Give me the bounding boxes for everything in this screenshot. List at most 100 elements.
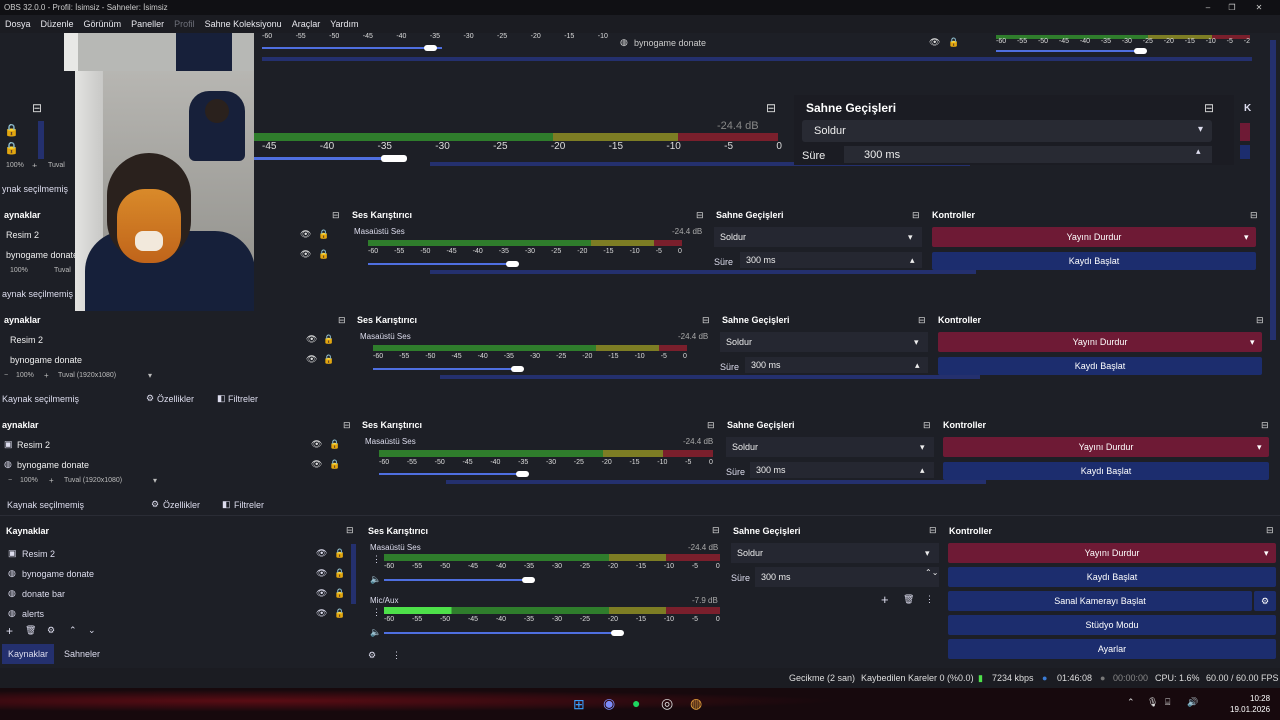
volume-slider[interactable] [373,368,518,370]
eye-icon[interactable]: 👁 [300,229,312,239]
menu-view[interactable]: Görünüm [83,19,122,29]
mixer-settings-icon[interactable]: ⚙ [368,650,377,660]
volume-slider[interactable] [384,632,620,634]
dock-float-icon[interactable]: ⊟ [702,315,710,325]
dock-float-icon[interactable]: ⊟ [707,420,715,430]
lock-icon[interactable]: 🔒 [323,334,335,344]
add-icon[interactable]: + [6,624,14,638]
eye-icon[interactable]: 👁 [306,354,318,364]
window-scrollbar[interactable] [1270,40,1276,340]
duration-field[interactable]: 300 ms ▴ [745,357,928,373]
virtual-camera-settings-icon[interactable]: ⚙ [1254,591,1276,611]
lock-icon[interactable]: 🔒 [323,354,335,364]
trash-icon[interactable]: 🗑 [25,625,37,635]
eye-icon[interactable]: 👁 [929,37,941,47]
record-edge[interactable] [1240,145,1250,159]
lock-icon[interactable]: 🔒 [318,249,330,259]
clock-time[interactable]: 10:28 [1250,694,1271,703]
eye-icon[interactable]: 👁 [316,608,328,618]
scrollbar[interactable] [351,544,356,604]
dock-float-icon[interactable]: ⊟ [1266,525,1274,535]
dock-float-icon[interactable]: ⊟ [1250,210,1258,220]
scrollbar[interactable] [38,121,44,159]
start-virtual-camera-button[interactable]: Sanal Kamerayı Başlat [948,591,1252,611]
dock-float-icon[interactable]: ⊟ [1261,420,1269,430]
volume-slider[interactable] [254,157,404,160]
lock-icon[interactable]: 🔒 [334,548,346,558]
clock-date[interactable]: 19.01.2026 [1230,705,1271,714]
zoom-in-icon[interactable]: + [49,476,54,485]
menu-tools[interactable]: Araçlar [291,19,321,29]
lock-icon[interactable]: 🔒 [318,229,330,239]
transition-select[interactable]: Soldur ▾ [714,227,922,247]
slider-handle[interactable] [381,155,407,162]
zoom-in-icon[interactable]: + [32,161,38,167]
stop-stream-button[interactable]: Yayını Durdur ▾ [943,437,1269,457]
source-item[interactable]: bynogame donate [10,355,83,365]
lock-icon[interactable]: 🔒 [4,141,19,155]
start-record-button[interactable]: Kaydı Başlat [938,357,1262,375]
lock-icon[interactable]: 🔒 [329,459,341,469]
spotify-icon[interactable]: ● [632,695,641,711]
stop-stream-button[interactable]: Yayını Durdur ▾ [938,332,1262,352]
more-icon[interactable]: ⋮ [925,594,934,604]
lock-icon[interactable]: 🔒 [334,608,346,618]
more-icon[interactable]: ⋮ [372,607,381,617]
eye-icon[interactable]: 👁 [316,548,328,558]
close-icon[interactable]: ✕ [1255,3,1263,12]
eye-icon[interactable]: 👁 [306,334,318,344]
duration-field[interactable]: 300 ms ▴ [740,252,922,268]
obs-icon[interactable]: ◎ [661,695,674,711]
more-icon[interactable]: ⋮ [392,650,401,660]
minimize-icon[interactable]: – [1205,3,1211,12]
volume-slider[interactable] [379,473,524,475]
scrollbar[interactable] [430,162,970,166]
source-item[interactable]: Resim 2 [6,230,40,240]
slider-handle[interactable] [516,471,529,477]
start-record-button[interactable]: Kaydı Başlat [932,252,1256,270]
gear-icon[interactable]: ⚙ [47,625,56,635]
chevron-up-icon[interactable]: ▴ [1196,146,1201,156]
dock-float-icon[interactable]: ⊟ [346,525,354,535]
lock-icon[interactable]: 🔒 [329,439,341,449]
menu-file[interactable]: Dosya [5,19,31,29]
network-icon[interactable]: ⌸ [1165,697,1171,707]
source-item[interactable]: bynogame donate [6,250,79,260]
spin-arrows-icon[interactable]: ⌃⌄ [925,568,939,577]
source-row[interactable]: ◍ bynogame donate 👁 🔒 [6,564,346,584]
menu-docks[interactable]: Paneller [131,19,165,29]
slider-handle[interactable] [611,630,624,636]
source-item[interactable]: Resim 2 [17,440,51,450]
dock-float-icon[interactable]: ⊟ [1256,315,1264,325]
dock-float-icon[interactable]: ⊟ [929,525,937,535]
source-row[interactable]: ▣ Resim 2 👁 🔒 [6,544,346,564]
start-record-button[interactable]: Kaydı Başlat [948,567,1276,587]
dock-float-icon[interactable]: ⊟ [696,210,704,220]
chevron-up-icon[interactable]: ▴ [910,254,915,265]
chevron-up-icon[interactable]: ▴ [920,464,925,475]
trash-icon[interactable]: 🗑 [903,594,915,604]
dock-float-icon[interactable]: ⊟ [912,210,920,220]
chevron-down-icon[interactable]: ⌄ [88,625,96,635]
source-row[interactable]: ◍ alerts 👁 🔒 [6,604,346,624]
duration-field[interactable]: 300 ms ▴ [844,146,1212,163]
scrollbar[interactable] [430,270,976,274]
tray-chevron-icon[interactable]: ⌃ [1127,697,1135,707]
duration-field[interactable]: 300 ms ▴ [750,462,934,478]
stop-stream-edge[interactable] [1240,123,1250,141]
transition-select[interactable]: Soldur ▾ [731,543,939,563]
dock-float-icon[interactable]: ⊟ [712,525,720,535]
chevron-up-icon[interactable]: ▴ [915,359,920,370]
settings-icon[interactable]: ⚙ [151,499,160,509]
dock-float-icon[interactable]: ⊟ [766,101,777,115]
zoom-in-icon[interactable]: + [44,371,49,380]
chevron-up-icon[interactable]: ⌃ [69,625,77,635]
menu-profile[interactable]: Profil [174,19,195,29]
transition-select[interactable]: Soldur ▾ [802,120,1212,142]
tab-scenes[interactable]: Sahneler [56,644,108,664]
chrome-icon[interactable]: ◍ [690,695,703,711]
dock-float-icon[interactable]: ⊟ [918,315,926,325]
filter-icon[interactable]: ◧ [222,499,231,509]
source-item[interactable]: bynogame donate [17,460,90,470]
scrollbar[interactable] [262,57,1252,61]
